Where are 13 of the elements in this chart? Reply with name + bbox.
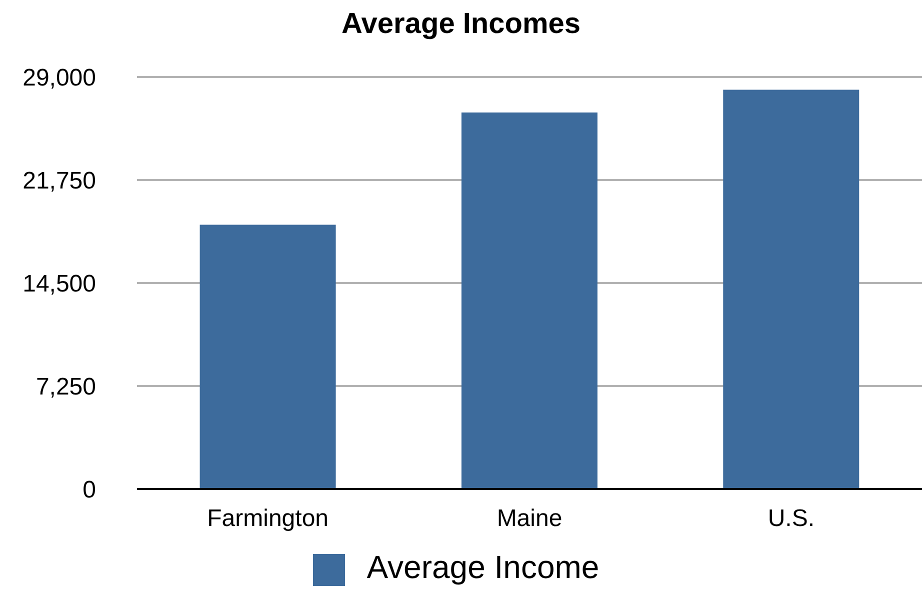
legend-label: Average Income [366, 549, 600, 585]
y-tick-label: 29,000 [22, 64, 96, 92]
x-tick-label: Maine [496, 505, 562, 532]
chart-title: Average Incomes [340, 8, 582, 41]
y-tick-label: 7,250 [36, 374, 96, 401]
y-tick-label: 21,750 [22, 168, 96, 195]
bar [200, 224, 336, 489]
bar [461, 112, 598, 489]
x-tick-label: U.S. [768, 505, 815, 532]
y-tick-label: 0 [82, 476, 96, 504]
y-tick-label: 14,500 [22, 270, 96, 298]
bar [723, 90, 860, 489]
x-tick-label: Farmington [207, 505, 329, 532]
